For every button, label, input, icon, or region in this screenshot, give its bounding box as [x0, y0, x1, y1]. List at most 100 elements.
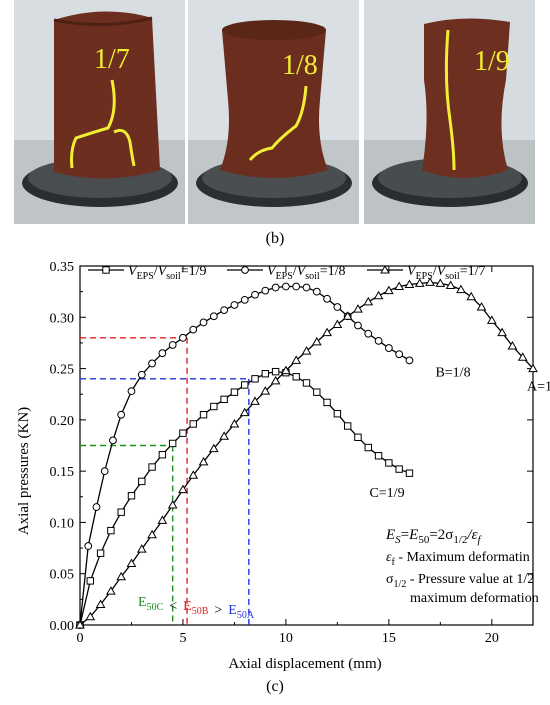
- data-point: [117, 410, 126, 419]
- data-point: [100, 467, 109, 476]
- data-point: [353, 304, 363, 313]
- data-point: [271, 367, 280, 376]
- data-point: [271, 283, 280, 292]
- photo-label: 1/7: [94, 44, 130, 75]
- data-point: [85, 611, 96, 621]
- data-point: [261, 370, 270, 378]
- data-point: [127, 387, 136, 396]
- legend-marker: [102, 266, 110, 274]
- photo-panel-1-9: 1/9: [364, 0, 535, 224]
- data-point: [230, 388, 239, 396]
- photo-specimen-1-9: 1/9: [364, 0, 535, 224]
- data-point: [198, 456, 209, 466]
- photo-specimen-1-7: 1/7: [14, 0, 185, 224]
- data-point: [251, 375, 259, 383]
- data-point: [84, 542, 93, 550]
- data-point: [251, 290, 259, 299]
- data-point: [95, 599, 106, 608]
- data-point: [395, 465, 403, 473]
- crack-trace-curve-2: [113, 128, 136, 167]
- data-point: [301, 346, 312, 355]
- series-end-label: A=1/7: [527, 380, 550, 395]
- data-point: [178, 484, 188, 494]
- y-tick-label: 0.05: [50, 568, 75, 583]
- photo-label: 1/8: [282, 50, 318, 81]
- data-point: [92, 503, 101, 511]
- data-point: [167, 499, 178, 509]
- annotation-line-3: maximum deformation: [410, 591, 539, 606]
- data-point: [168, 341, 177, 349]
- data-point: [281, 365, 291, 375]
- data-point: [354, 433, 362, 441]
- data-point: [497, 327, 507, 337]
- data-point: [363, 296, 374, 306]
- data-point: [229, 418, 240, 428]
- data-point: [404, 279, 415, 288]
- formula-annotation: ES=E50=2σ1/2/εf: [385, 527, 483, 546]
- soil-sample-body: [220, 22, 328, 178]
- data-point: [220, 395, 228, 404]
- legend-entry: VEPS/Vsoil=1/8: [267, 264, 346, 282]
- data-point: [385, 459, 393, 467]
- data-point: [364, 329, 373, 338]
- stress-displacement-chart: 0 5 10 15 20 0.00 0.05 0.10 0.15 0.20 0.25 0.30 0.35…: [16, 260, 550, 672]
- data-point: [466, 291, 477, 301]
- caption-b: (b): [265, 230, 285, 247]
- data-point: [302, 379, 311, 387]
- x-tick-label: 10: [279, 631, 293, 646]
- data-point: [343, 422, 352, 430]
- data-point: [507, 340, 518, 350]
- data-point: [476, 302, 487, 311]
- legend-marker: [241, 266, 249, 274]
- data-point: [270, 375, 281, 385]
- x-tick-label: 15: [382, 631, 396, 646]
- data-point: [405, 469, 414, 477]
- data-point: [291, 355, 302, 364]
- data-point: [137, 370, 146, 379]
- soil-sample-body: [422, 18, 510, 179]
- data-point: [220, 306, 229, 315]
- crack-trace-curve: [248, 85, 308, 161]
- data-point: [528, 363, 538, 373]
- data-point: [260, 386, 271, 395]
- specimen-photos: 1/7 1/8 1/9: [14, 0, 535, 224]
- x-axis-label: Axial displacement (mm): [228, 656, 381, 672]
- data-point: [323, 294, 331, 303]
- data-point: [374, 336, 383, 345]
- data-point: [189, 325, 198, 334]
- data-point: [106, 586, 116, 595]
- data-point: [405, 356, 414, 365]
- data-point: [107, 526, 115, 535]
- photo-specimen-1-8: 1/8: [188, 0, 359, 224]
- data-point: [136, 544, 147, 553]
- series-end-label: C=1/9: [369, 486, 404, 501]
- caption-c: (c): [266, 678, 284, 695]
- data-point: [239, 407, 250, 417]
- data-point: [158, 451, 167, 459]
- data-point: [147, 529, 157, 539]
- e50-comparison: E50C < E50B > E50A: [138, 595, 255, 621]
- y-tick-label: 0.20: [50, 414, 75, 429]
- data-point: [189, 420, 197, 428]
- data-point: [157, 515, 168, 524]
- data-point: [292, 282, 301, 291]
- data-point: [333, 410, 342, 418]
- data-point: [208, 443, 219, 453]
- data-point: [188, 470, 199, 479]
- data-point: [313, 388, 321, 396]
- legend: VEPS/Vsoil=1/9 VEPS/Vsoil=1/8 VEPS/Vsoil=1…: [88, 264, 486, 282]
- photo-panel-1-7: 1/7: [14, 0, 185, 224]
- x-tick-label: 20: [485, 631, 499, 646]
- data-point: [230, 301, 239, 309]
- data-point: [158, 349, 167, 358]
- data-point: [435, 278, 446, 287]
- data-point: [75, 619, 85, 629]
- y-tick-label: 0.15: [50, 465, 75, 480]
- series-end-label: B=1/8: [435, 365, 470, 380]
- data-point: [354, 321, 362, 330]
- data-point: [86, 577, 94, 585]
- legend-marker: [380, 264, 390, 274]
- data-point: [322, 327, 332, 337]
- data-point: [517, 352, 528, 361]
- data-point: [199, 318, 208, 327]
